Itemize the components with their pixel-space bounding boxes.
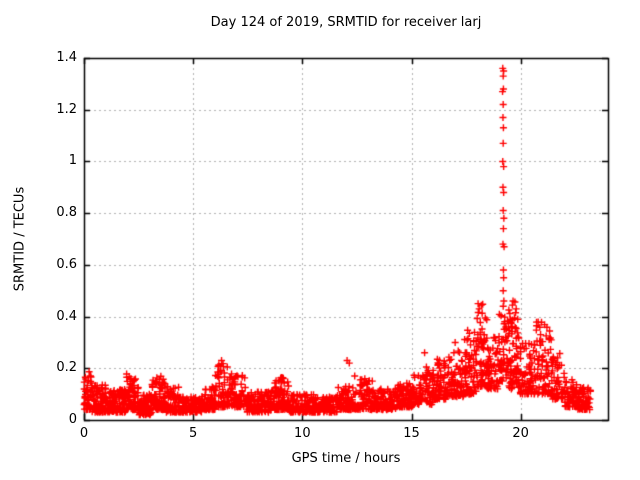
y-tick-label: 1.2 <box>56 101 77 117</box>
y-axis-title: SRMTID / TECUs <box>12 186 28 292</box>
x-tick-label: 5 <box>189 426 198 441</box>
x-tick-label: 10 <box>294 426 311 441</box>
y-tick-label: 0.2 <box>56 360 77 376</box>
x-tick-label: 15 <box>403 426 420 441</box>
y-tick-label: 1.4 <box>56 50 77 65</box>
y-tick-label: 0.4 <box>56 308 77 324</box>
y-tick-label: 1 <box>68 153 77 169</box>
y-tick-label: 0 <box>68 412 77 427</box>
x-tick-label: 20 <box>512 426 529 441</box>
chart-title: Day 124 of 2019, SRMTID for receiver lar… <box>210 15 482 30</box>
y-tick-label: 0.8 <box>56 205 77 221</box>
y-tick-label: 0.6 <box>56 256 77 272</box>
x-tick-label: 0 <box>79 426 89 441</box>
x-axis-title: GPS time / hours <box>291 451 401 466</box>
